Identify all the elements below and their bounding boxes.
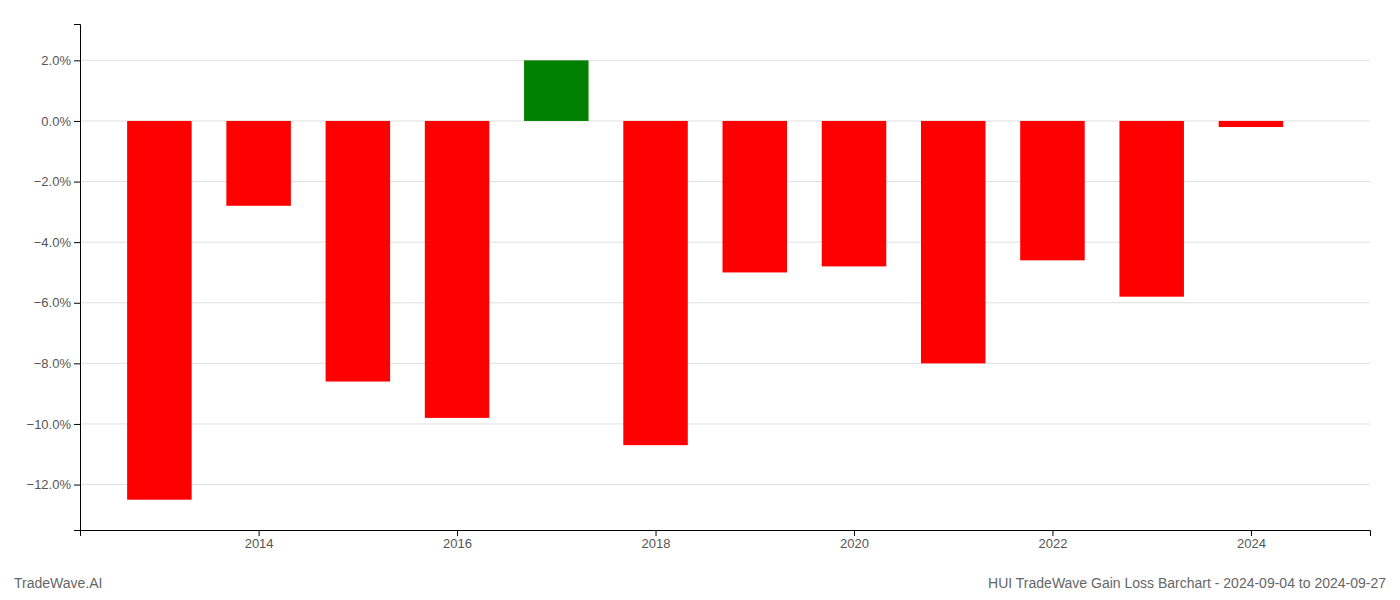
y-tick: −6.0% <box>34 295 80 310</box>
tick-label: 0.0% <box>41 114 71 129</box>
bar <box>226 121 291 206</box>
tick-mark <box>74 182 80 183</box>
tick-label: −8.0% <box>34 356 72 371</box>
bar <box>1020 121 1085 260</box>
bar <box>524 60 589 121</box>
tick-label: 2016 <box>443 536 472 551</box>
tick-label: 2020 <box>840 536 869 551</box>
grid-line <box>80 60 1370 61</box>
grid <box>80 60 1370 484</box>
title: HUI TradeWave Gain Loss Barchart - 2024-… <box>988 575 1386 591</box>
x-tick: 2016 <box>443 530 472 551</box>
tick-mark <box>74 60 80 61</box>
tick-mark <box>457 530 458 536</box>
x-tick: 2018 <box>642 530 671 551</box>
x-tick: 2024 <box>1237 530 1266 551</box>
bar <box>425 121 490 418</box>
grid-line <box>80 363 1370 364</box>
x-tick: 2022 <box>1039 530 1068 551</box>
chart: 2.0% 0.0% −2.0% −4.0% −6.0% −8.0% −10.0% −12.0%… <box>0 0 1400 600</box>
bar <box>326 121 391 382</box>
tick-label: 2014 <box>245 536 274 551</box>
tick-mark <box>74 363 80 364</box>
x-tick: 2020 <box>840 530 869 551</box>
tick-mark <box>74 242 80 243</box>
bar <box>921 121 986 363</box>
tick-mark <box>656 530 657 536</box>
x-axis: 2014 2016 2018 2020 2022 2024 <box>81 530 1371 551</box>
tick-label: 2.0% <box>41 53 71 68</box>
y-tick: −10.0% <box>27 417 80 432</box>
plot: 2.0% 0.0% −2.0% −4.0% −6.0% −8.0% −10.0% −12.0%… <box>27 25 1371 552</box>
tick-label: −4.0% <box>34 235 72 250</box>
tick-mark <box>854 530 855 536</box>
tick-mark <box>259 530 260 536</box>
grid-line <box>80 302 1370 303</box>
tick-label: −10.0% <box>27 417 72 432</box>
y-tick: −12.0% <box>27 477 80 492</box>
y-tick: −4.0% <box>34 235 80 250</box>
y-tick: −2.0% <box>34 174 80 189</box>
tick-label: 2022 <box>1039 536 1068 551</box>
tick-label: −2.0% <box>34 174 72 189</box>
tick-mark <box>74 121 80 122</box>
axis-line <box>74 25 81 531</box>
tick-mark <box>1052 530 1053 536</box>
tick-label: −12.0% <box>27 477 72 492</box>
bar <box>723 121 788 272</box>
y-tick: 2.0% <box>41 53 80 68</box>
bars <box>127 60 1283 499</box>
tick-label: −6.0% <box>34 295 72 310</box>
bar <box>127 121 192 500</box>
grid-line <box>80 484 1370 485</box>
tick-mark <box>74 485 80 486</box>
tick-mark <box>74 303 80 304</box>
y-tick: 0.0% <box>41 114 80 129</box>
tick-label: 2018 <box>642 536 671 551</box>
axis-line <box>81 531 1371 537</box>
y-axis: 2.0% 0.0% −2.0% −4.0% −6.0% −8.0% −10.0% −12.0% <box>27 25 81 531</box>
grid-line <box>80 423 1370 424</box>
tick-label: 2024 <box>1237 536 1266 551</box>
y-tick: −8.0% <box>34 356 80 371</box>
bar <box>1219 121 1284 127</box>
x-tick: 2014 <box>245 530 274 551</box>
footer-left: TradeWave.AI <box>14 575 102 591</box>
tick-mark <box>74 424 80 425</box>
bar <box>822 121 887 266</box>
tick-mark <box>1251 530 1252 536</box>
bar <box>1119 121 1184 297</box>
bar <box>623 121 688 445</box>
